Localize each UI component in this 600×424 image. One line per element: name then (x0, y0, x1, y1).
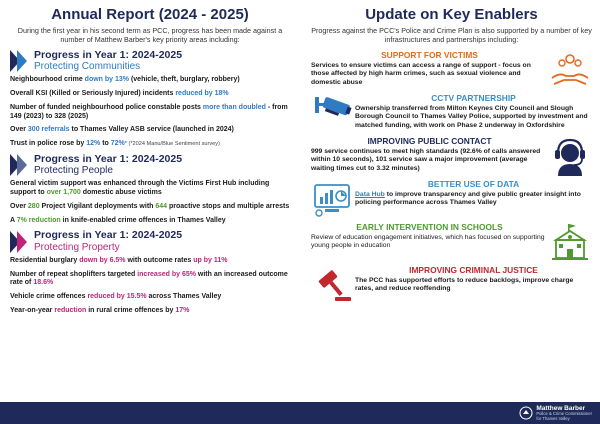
logo-name: Matthew Barber (536, 405, 586, 412)
right-column: Update on Key Enablers Progress against … (305, 0, 600, 308)
enabler-body: Ownership transferred from Milton Keynes… (355, 104, 588, 129)
stat-rural-crime: Year-on-year reduction in rural crime of… (10, 306, 190, 314)
stat-project-vigilant: Over 280 Project Vigilant deployments wi… (10, 202, 290, 210)
enabler-improving-public-contact: IMPROVING PUBLIC CONTACT 999 service con… (311, 136, 592, 176)
stat-vehicle-crime: Vehicle crime offences reduced by 15.5% … (10, 293, 222, 301)
enabler-body: Review of education engagement initiativ… (311, 233, 545, 250)
crest-icon (519, 406, 533, 420)
footer-bar: Matthew Barber Police & Crime Commission… (0, 402, 600, 424)
enabler-support-for-victims: SUPPORT FOR VICTIMS Services to ensure v… (311, 50, 592, 90)
stat-police-posts: Number of funded neighbourhood police co… (10, 103, 288, 120)
section-subheading: Protecting Communities (34, 61, 141, 73)
stat-asb-referrals: Over 300 referrals to Thames Valley ASB … (10, 126, 234, 134)
enabler-better-use-of-data: BETTER USE OF DATA Data Hub to improve t… (311, 179, 592, 219)
stat-ksi: Overall KSI (Killed or Seriously Injured… (10, 90, 229, 98)
chevron-arrow-icon (10, 230, 27, 253)
headset-operator-icon (555, 138, 585, 176)
school-building-icon (552, 223, 588, 260)
enabler-title: EARLY INTERVENTION IN SCHOOLS (356, 221, 503, 232)
stat-victim-support: General victim support was enhanced thro… (10, 180, 270, 197)
key-enablers-title: Update on Key Enablers (365, 6, 538, 23)
enabler-early-intervention-schools: EARLY INTERVENTION IN SCHOOLS Review of … (311, 222, 592, 262)
enabler-title: IMPROVING CRIMINAL JUSTICE (409, 264, 538, 275)
stat-trust: Trust in police rose by 12% to 72%* (*20… (10, 140, 220, 148)
chevron-arrow-icon (10, 154, 27, 177)
pcc-logo: Matthew Barber Police & Crime Commission… (519, 405, 592, 421)
annual-report-title: Annual Report (2024 - 2025) (51, 6, 249, 23)
chevron-arrow-icon (10, 49, 27, 72)
left-column: Annual Report (2024 - 2025) During the f… (0, 0, 300, 321)
enabler-improving-criminal-justice: IMPROVING CRIMINAL JUSTICE The PCC has s… (311, 265, 592, 305)
section-heading: Progress in Year 1: 2024-2025 (34, 152, 183, 165)
section-heading: Progress in Year 1: 2024-2025 (34, 48, 183, 61)
enabler-body: 999 service continues to meet high stand… (311, 147, 541, 172)
section-subheading: Protecting People (34, 165, 113, 177)
section-header-property: Progress in Year 1: 2024-2025 Protecting… (10, 230, 290, 253)
stat-knife-crime: A 7% reduction in knife-enabled crime of… (10, 216, 226, 224)
logo-subtitle: Police & Crime Commissioner (536, 411, 592, 417)
section-header-communities: Progress in Year 1: 2024-2025 Protecting… (10, 48, 290, 73)
stat-neighbourhood-crime: Neighbourhood crime down by 13% (vehicle… (10, 76, 240, 84)
enabler-title: CCTV PARTNERSHIP (431, 92, 516, 103)
data-dashboard-icon (314, 183, 350, 217)
enabler-body: Services to ensure victims can access a … (311, 61, 531, 86)
stat-shoplifters: Number of repeat shoplifters targeted in… (10, 270, 288, 287)
support-hands-icon (551, 53, 589, 85)
cctv-camera-icon (315, 96, 352, 116)
section-heading: Progress in Year 1: 2024-2025 (34, 229, 183, 242)
logo-subtitle: for Thames Valley (536, 415, 570, 421)
data-hub-link[interactable]: Data Hub (355, 190, 385, 198)
enabler-title: IMPROVING PUBLIC CONTACT (367, 135, 492, 146)
enabler-cctv-partnership: CCTV PARTNERSHIP Ownership transferred f… (311, 93, 592, 133)
enabler-body: The PCC has supported efforts to reduce … (355, 276, 574, 293)
section-subheading: Protecting Property (34, 241, 120, 253)
key-enablers-intro: Progress against the PCC's Police and Cr… (311, 26, 592, 45)
stat-residential-burglary: Residential burglary down by 6.5% with o… (10, 256, 228, 264)
enabler-title: BETTER USE OF DATA (427, 178, 520, 189)
annual-report-intro: During the first year in his second term… (17, 26, 283, 45)
gavel-icon (318, 270, 351, 301)
section-header-people: Progress in Year 1: 2024-2025 Protecting… (10, 152, 290, 177)
enabler-title: SUPPORT FOR VICTIMS (381, 49, 478, 60)
enabler-body: Data Hub to improve transparency and giv… (355, 190, 581, 207)
